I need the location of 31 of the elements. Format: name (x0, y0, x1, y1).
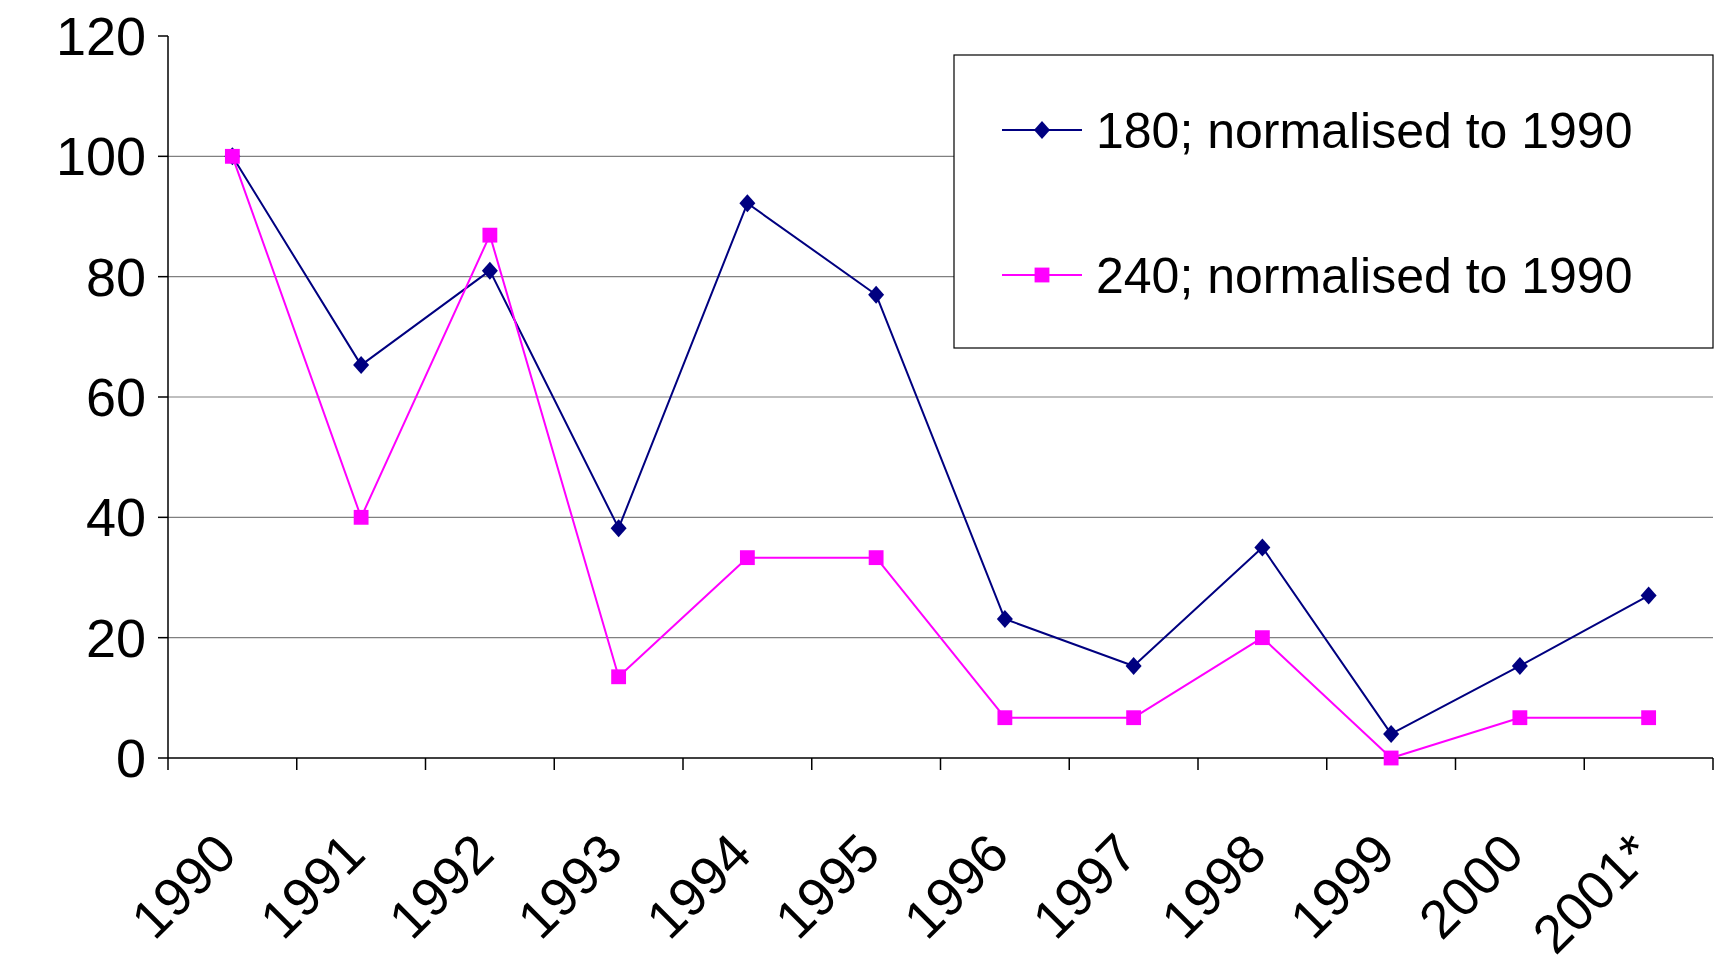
y-tick-label: 60 (85, 366, 146, 427)
point (481, 261, 498, 280)
point (868, 285, 885, 304)
point (997, 710, 1013, 726)
y-tick-label: 100 (55, 126, 146, 187)
point (1383, 750, 1399, 766)
y-tick-label: 40 (85, 487, 146, 548)
point (1383, 724, 1400, 743)
point (868, 550, 884, 566)
point (1125, 656, 1142, 675)
point (739, 194, 756, 213)
y-tick-label: 80 (85, 246, 146, 307)
point (1254, 538, 1271, 557)
point (739, 550, 755, 566)
y-tick-label: 120 (55, 5, 146, 66)
point (1640, 586, 1657, 605)
point (482, 227, 498, 243)
point (1126, 710, 1142, 726)
point (610, 519, 627, 538)
legend-label: 240; normalised to 1990 (1096, 247, 1633, 304)
y-tick-label: 20 (85, 607, 146, 668)
point (1511, 656, 1528, 675)
legend-label: 180; normalised to 1990 (1096, 102, 1633, 159)
point (611, 669, 627, 685)
point (353, 509, 369, 525)
y-tick-label: 0 (115, 727, 146, 788)
point (353, 356, 370, 375)
point (1254, 630, 1270, 646)
point (996, 610, 1013, 629)
point (1512, 710, 1528, 726)
point (1641, 710, 1657, 726)
